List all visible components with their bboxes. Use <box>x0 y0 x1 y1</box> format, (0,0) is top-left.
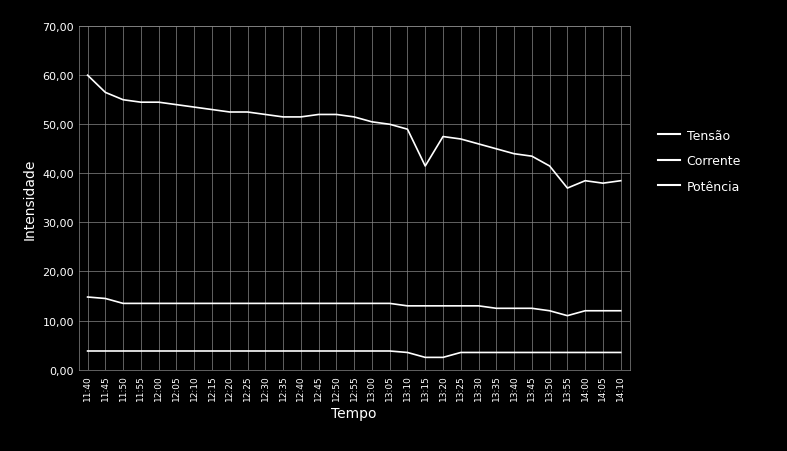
Tensão <box>368 120 377 125</box>
Corrente <box>492 306 501 311</box>
Corrente <box>83 295 92 300</box>
Corrente <box>331 301 341 306</box>
Tensão <box>385 122 394 128</box>
Tensão <box>492 147 501 152</box>
Potência <box>83 349 92 354</box>
Corrente <box>527 306 537 311</box>
Corrente <box>349 301 359 306</box>
Potência <box>420 355 430 360</box>
Corrente <box>172 301 181 306</box>
Corrente <box>296 301 305 306</box>
Potência <box>296 349 305 354</box>
Corrente <box>598 308 608 314</box>
Potência <box>207 349 216 354</box>
Tensão <box>474 142 483 147</box>
Tensão <box>279 115 288 120</box>
Corrente <box>279 301 288 306</box>
Potência <box>509 350 519 355</box>
Tensão <box>172 103 181 108</box>
Corrente <box>438 304 448 309</box>
Corrente <box>243 301 253 306</box>
Tensão <box>260 112 270 118</box>
Tensão <box>349 115 359 120</box>
Potência <box>492 350 501 355</box>
Corrente <box>260 301 270 306</box>
Tensão <box>403 127 412 133</box>
Corrente <box>420 304 430 309</box>
Corrente <box>545 308 554 314</box>
Line: Tensão: Tensão <box>87 76 621 189</box>
Tensão <box>331 112 341 118</box>
Corrente <box>101 296 110 302</box>
Tensão <box>420 164 430 169</box>
Potência <box>616 350 626 355</box>
Corrente <box>456 304 465 309</box>
Tensão <box>136 100 146 106</box>
Tensão <box>225 110 235 115</box>
Potência <box>190 349 199 354</box>
Potência <box>101 349 110 354</box>
Corrente <box>403 304 412 309</box>
Legend: Tensão, Corrente, Potência: Tensão, Corrente, Potência <box>658 129 741 193</box>
Potência <box>225 349 235 354</box>
Corrente <box>509 306 519 311</box>
Tensão <box>527 154 537 160</box>
Potência <box>172 349 181 354</box>
Potência <box>403 350 412 355</box>
Tensão <box>545 164 554 169</box>
Potência <box>474 350 483 355</box>
Potência <box>545 350 554 355</box>
Potência <box>314 349 323 354</box>
Potência <box>385 349 394 354</box>
Potência <box>349 349 359 354</box>
Tensão <box>207 108 216 113</box>
Tensão <box>101 91 110 96</box>
Tensão <box>190 105 199 110</box>
Corrente <box>154 301 164 306</box>
Corrente <box>225 301 235 306</box>
Potência <box>279 349 288 354</box>
Tensão <box>296 115 305 120</box>
Tensão <box>563 186 572 191</box>
Potência <box>368 349 377 354</box>
Corrente <box>207 301 216 306</box>
Y-axis label: Intensidade: Intensidade <box>23 158 37 239</box>
Corrente <box>314 301 323 306</box>
Corrente <box>118 301 127 306</box>
Potência <box>154 349 164 354</box>
Tensão <box>118 98 127 103</box>
Corrente <box>563 313 572 319</box>
Potência <box>527 350 537 355</box>
Potência <box>563 350 572 355</box>
Potência <box>456 350 465 355</box>
Corrente <box>136 301 146 306</box>
Tensão <box>509 152 519 157</box>
Line: Potência: Potência <box>87 351 621 358</box>
Potência <box>581 350 590 355</box>
Potência <box>136 349 146 354</box>
Potência <box>598 350 608 355</box>
Potência <box>331 349 341 354</box>
Potência <box>260 349 270 354</box>
Tensão <box>314 112 323 118</box>
Corrente <box>581 308 590 314</box>
Tensão <box>243 110 253 115</box>
Corrente <box>616 308 626 314</box>
Line: Corrente: Corrente <box>87 297 621 316</box>
Tensão <box>581 179 590 184</box>
Potência <box>118 349 127 354</box>
Corrente <box>190 301 199 306</box>
Potência <box>438 355 448 360</box>
Tensão <box>598 181 608 186</box>
Tensão <box>154 100 164 106</box>
Corrente <box>474 304 483 309</box>
Corrente <box>385 301 394 306</box>
Tensão <box>456 137 465 143</box>
X-axis label: Tempo: Tempo <box>331 406 377 420</box>
Tensão <box>616 179 626 184</box>
Tensão <box>438 134 448 140</box>
Corrente <box>368 301 377 306</box>
Tensão <box>83 74 92 79</box>
Potência <box>243 349 253 354</box>
